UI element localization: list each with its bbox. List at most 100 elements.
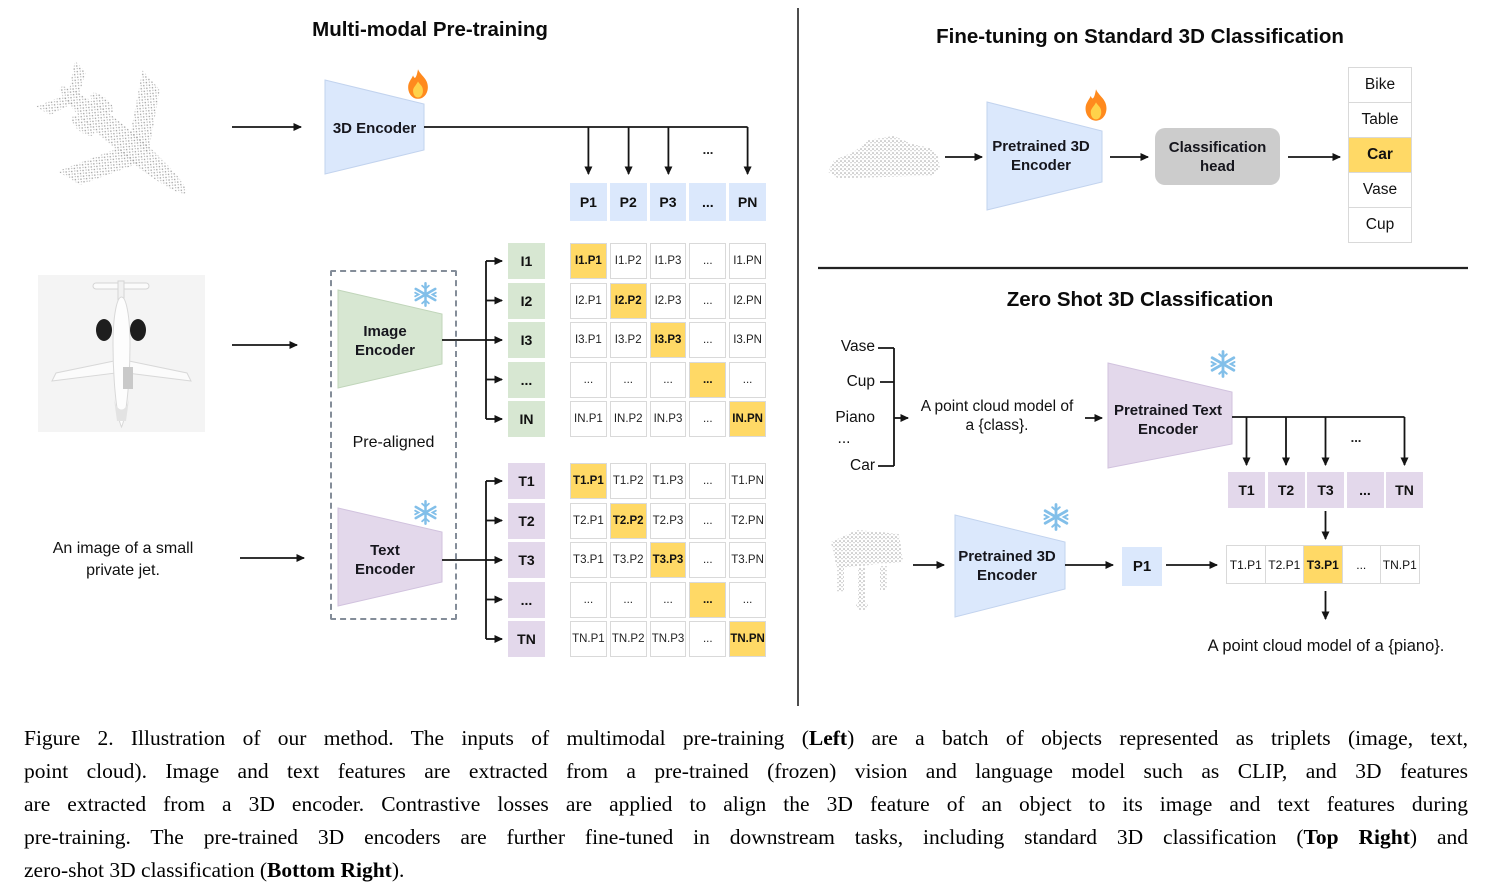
zs-class-label: Piano xyxy=(835,409,875,426)
matrix-cell: TN.P3 xyxy=(649,621,687,657)
t-cell: TN xyxy=(508,621,545,657)
matrix-cell: ... xyxy=(570,361,607,398)
matrix-cell: I1.PN xyxy=(729,243,766,279)
matrix-cell: IN.P2 xyxy=(609,401,647,437)
matrix-cell: T2.P1 xyxy=(570,502,607,539)
matrix-cell: I3.P3 xyxy=(649,322,687,358)
t-cell: T3 xyxy=(508,542,545,578)
image-feature-column: I1 I2 I3 ... IN xyxy=(508,243,545,437)
matrix-cell: ... xyxy=(570,581,607,618)
zs-class-label: Car xyxy=(850,457,875,474)
t-cell: T1 xyxy=(508,463,545,499)
t-cell: ... xyxy=(508,581,545,618)
zeroshot-3d-encoder-label: Pretrained 3D Encoder xyxy=(958,548,1056,584)
classification-head-box: Classification head xyxy=(1155,128,1280,185)
matrix-cell: ... xyxy=(689,502,727,539)
matrix-cell: ... xyxy=(689,581,727,618)
zeroshot-title: Zero Shot 3D Classification xyxy=(1006,288,1274,311)
caption-line: zero-shot 3D classification (Bottom Righ… xyxy=(24,858,405,882)
i-cell: IN xyxy=(508,401,545,437)
class-option: Table xyxy=(1348,102,1412,138)
similarity-cell: T1.P1 xyxy=(1226,545,1266,584)
class-option: Vase xyxy=(1348,172,1412,208)
similarity-cell-best: T3.P1 xyxy=(1303,545,1343,584)
similarity-cell: ... xyxy=(1341,545,1381,584)
text-feature-column: T1 T2 T3 ... TN xyxy=(508,463,545,657)
matrix-cell: T3.P3 xyxy=(649,542,687,578)
matrix-cell: ... xyxy=(689,463,727,499)
matrix-cell: TN.PN xyxy=(729,621,766,657)
matrix-cell: I3.P2 xyxy=(609,322,647,358)
text-input-caption: An image of a small private jet. xyxy=(52,540,194,579)
fire-icon xyxy=(408,69,428,99)
pretrained-3d-encoder-label: Pretrained 3D Encoder xyxy=(992,138,1090,174)
car-point-cloud xyxy=(828,136,940,178)
pre-aligned-label: Pre-aligned xyxy=(352,434,435,451)
t-cell: T3 xyxy=(1307,472,1344,508)
matrix-cell: ... xyxy=(689,243,727,279)
matrix-cell: T1.P3 xyxy=(649,463,687,499)
caption-line: pre-training. The pre-trained 3D encoder… xyxy=(24,825,1468,849)
piano-point-cloud xyxy=(831,530,903,610)
class-option: Bike xyxy=(1348,67,1412,103)
matrix-cell: T1.PN xyxy=(729,463,766,499)
zs-similarity-row: T1.P1 T2.P1 T3.P1 ... TN.P1 xyxy=(1226,545,1420,584)
caption-line: Figure 2. Illustration of our method. Th… xyxy=(24,726,1468,750)
class-option: Cup xyxy=(1348,207,1412,243)
matrix-cell: ... xyxy=(649,581,687,618)
p-cell: ... xyxy=(689,183,727,221)
matrix-cell: TN.P2 xyxy=(609,621,647,657)
i-cell: I3 xyxy=(508,322,545,358)
similarity-cell: T2.P1 xyxy=(1264,545,1304,584)
matrix-cell: I3.PN xyxy=(729,322,766,358)
zs-result-text: A point cloud model of a {piano}. xyxy=(1207,637,1445,655)
i-cell: ... xyxy=(508,361,545,398)
t-cell: T1 xyxy=(1228,472,1265,508)
matrix-cell: TN.P1 xyxy=(570,621,607,657)
finetuning-title: Fine-tuning on Standard 3D Classificatio… xyxy=(936,25,1344,48)
matrix-cell: ... xyxy=(689,282,727,319)
p1-feature-cell: P1 xyxy=(1122,547,1162,586)
matrix-cell: T3.P2 xyxy=(609,542,647,578)
p-feature-row: P1 P2 P3 ... PN xyxy=(570,183,766,221)
matrix-cell: IN.PN xyxy=(729,401,766,437)
airplane-photo xyxy=(38,275,205,432)
matrix-cell: T1.P1 xyxy=(570,463,607,499)
i-cell: I2 xyxy=(508,282,545,319)
prompt-template: A point cloud model of a {class}. xyxy=(920,398,1074,434)
airplane-point-cloud xyxy=(36,60,187,194)
caption-line: are extracted from a 3D encoder. Contras… xyxy=(24,792,1468,816)
pretraining-title: Multi-modal Pre-training xyxy=(312,18,548,41)
matrix-cell: ... xyxy=(609,581,647,618)
p-cell: P3 xyxy=(649,183,687,221)
matrix-cell: T3.PN xyxy=(729,542,766,578)
matrix-cell: ... xyxy=(729,581,766,618)
t-cell: ... xyxy=(1346,472,1384,508)
zs-class-label: Vase xyxy=(840,338,875,355)
matrix-cell: I1.P1 xyxy=(570,243,607,279)
snowflake-icon xyxy=(1210,350,1236,378)
matrix-cell: IN.P3 xyxy=(649,401,687,437)
matrix-cell: I2.P3 xyxy=(649,282,687,319)
matrix-cell: I2.P2 xyxy=(609,282,647,319)
p-cell: P2 xyxy=(609,183,647,221)
similarity-cell: TN.P1 xyxy=(1380,545,1420,584)
p-cell: P1 xyxy=(570,183,607,221)
matrix-cell: ... xyxy=(729,361,766,398)
text-point-similarity-matrix: T1.P1 T1.P2 T1.P3 ... T1.PN T2.P1 T2.P2 … xyxy=(570,463,766,657)
matrix-cell: T3.P1 xyxy=(570,542,607,578)
matrix-cell: ... xyxy=(649,361,687,398)
zs-text-feature-row: T1 T2 T3 ... TN xyxy=(1228,472,1423,508)
figure-caption: Figure 2. Illustration of our method. Th… xyxy=(24,722,1468,887)
matrix-cell: I2.PN xyxy=(729,282,766,319)
matrix-cell: I3.P1 xyxy=(570,322,607,358)
matrix-cell: ... xyxy=(689,542,727,578)
t-cell: TN xyxy=(1386,472,1423,508)
matrix-cell: I2.P1 xyxy=(570,282,607,319)
matrix-cell: T2.P2 xyxy=(609,502,647,539)
matrix-cell: IN.P1 xyxy=(570,401,607,437)
i-cell: I1 xyxy=(508,243,545,279)
zs-fanout-ellipsis: ... xyxy=(1350,430,1362,445)
class-option-predicted: Car xyxy=(1348,137,1412,173)
pre-aligned-dashed-box xyxy=(330,270,457,620)
